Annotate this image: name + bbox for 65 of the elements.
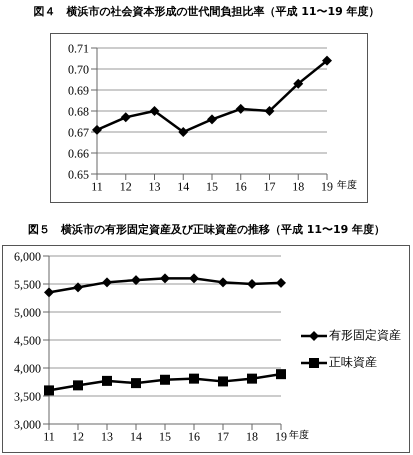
y-tick-label: 0.66 <box>68 146 89 160</box>
x-tick-label: 15 <box>159 430 171 444</box>
point <box>207 114 217 124</box>
x-tick-label: 16 <box>234 180 247 194</box>
x-tick-label: 15 <box>206 180 218 194</box>
y-tick-label: 6,000 <box>14 249 41 264</box>
x-tick-label: 14 <box>177 180 190 194</box>
y-tick-label: 4,500 <box>14 333 41 348</box>
point <box>160 273 170 284</box>
y-tick-label: 0.68 <box>68 104 89 118</box>
point <box>276 369 286 380</box>
y-tick-label: 4,000 <box>14 361 41 376</box>
x-tick-label: 12 <box>72 430 84 444</box>
x-tick-label: 17 <box>264 180 276 194</box>
x-tick-label: 18 <box>246 430 258 444</box>
x-tick-label: 12 <box>120 180 132 194</box>
x-tick-label: 19 <box>321 180 333 194</box>
point <box>73 282 83 292</box>
y-tick-label: 3,000 <box>14 417 41 432</box>
legend-label: 正味資産 <box>329 354 377 371</box>
x-axis-title: 年度 <box>337 178 357 192</box>
point <box>73 380 83 390</box>
point <box>131 378 141 388</box>
point <box>178 127 188 137</box>
y-tick-label: 0.71 <box>68 41 89 56</box>
point <box>293 78 304 89</box>
x-axis-title: 年度 <box>289 428 309 442</box>
chart-title: 図４ 横浜市の社会資本形成の世代間負担比率（平成 11〜19 年度） <box>32 4 381 19</box>
point <box>131 275 141 286</box>
point <box>276 278 286 288</box>
point <box>322 56 332 66</box>
x-tick-label: 16 <box>188 430 200 444</box>
y-tick-label: 3,500 <box>14 389 41 404</box>
legend-label: 有形固定資産 <box>329 327 401 344</box>
y-tick-label: 5,000 <box>14 305 41 320</box>
point <box>160 374 170 385</box>
point <box>236 104 246 114</box>
point <box>218 277 228 288</box>
point <box>102 277 112 288</box>
point <box>92 124 102 135</box>
chart-title: 図５ 横浜市の有形固定資産及び正味資産の推移（平成 11〜19 年度） <box>26 222 386 237</box>
point <box>44 287 54 298</box>
x-tick-label: 11 <box>43 430 55 444</box>
y-tick-label: 0.67 <box>68 125 89 140</box>
x-tick-label: 13 <box>148 180 160 194</box>
y-tick-label: 0.65 <box>68 167 89 182</box>
point <box>247 374 257 384</box>
point <box>189 273 199 284</box>
y-tick-label: 0.69 <box>68 83 89 98</box>
point <box>264 106 274 116</box>
x-tick-label: 11 <box>91 180 103 194</box>
y-tick-label: 0.70 <box>68 62 89 76</box>
point <box>120 112 131 122</box>
x-tick-label: 18 <box>292 180 304 194</box>
y-tick-label: 5,500 <box>14 277 41 292</box>
point <box>189 374 199 384</box>
point <box>247 279 257 289</box>
point <box>218 376 228 386</box>
x-tick-label: 14 <box>130 430 142 444</box>
point <box>44 385 54 396</box>
x-tick-label: 19 <box>275 430 287 444</box>
x-tick-label: 17 <box>217 430 229 444</box>
point <box>102 376 112 386</box>
point <box>150 106 160 116</box>
x-tick-label: 13 <box>101 430 113 444</box>
